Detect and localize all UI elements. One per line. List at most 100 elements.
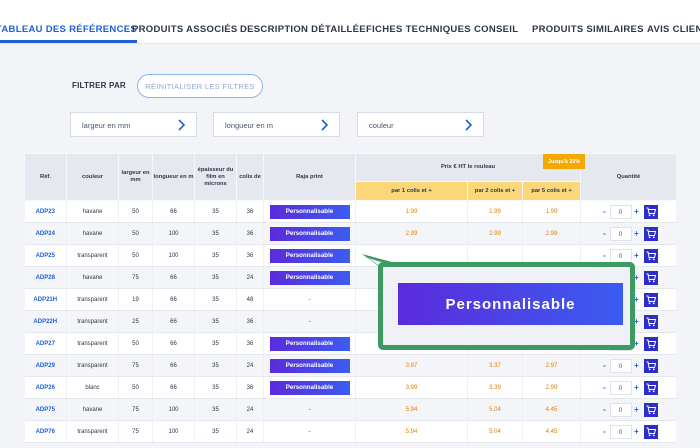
plus-icon[interactable]: +: [634, 207, 639, 216]
tab-avis-clients[interactable]: AVIS CLIENTS: [647, 24, 700, 35]
minus-icon[interactable]: -: [603, 229, 606, 238]
couleur-cell: transparent: [66, 244, 119, 267]
header-raja-print: Raja print: [263, 153, 356, 201]
price-1-cell: 3.97: [355, 354, 468, 377]
header-longueur: longueur en m: [152, 153, 195, 201]
largeur-cell: 75: [118, 420, 153, 443]
filter-largeur-select[interactable]: largeur en mm: [70, 112, 197, 137]
longueur-cell: 100: [152, 398, 195, 421]
largeur-cell: 50: [118, 376, 153, 399]
ref-link[interactable]: ADP76: [24, 420, 67, 443]
cart-icon[interactable]: [643, 402, 658, 417]
plus-icon[interactable]: +: [634, 383, 639, 392]
ref-link[interactable]: ADP23: [24, 200, 67, 223]
minus-icon[interactable]: -: [603, 361, 606, 370]
plus-icon[interactable]: +: [634, 427, 639, 436]
tab-produits-similaires[interactable]: PRODUITS SIMILAIRES: [532, 24, 644, 35]
cart-icon[interactable]: [643, 226, 658, 241]
print-value: -: [308, 428, 311, 435]
quantity-input[interactable]: 0: [609, 402, 632, 417]
quantity-cell: - 0 +: [580, 398, 676, 421]
quantity-input[interactable]: 0: [609, 204, 632, 219]
minus-icon[interactable]: -: [603, 207, 606, 216]
filter-couleur-label: couleur: [369, 121, 394, 130]
table-row: ADP24 havane 50 100 35 36 Personnalisabl…: [24, 222, 676, 245]
minus-icon[interactable]: -: [603, 405, 606, 414]
plus-icon[interactable]: +: [634, 339, 639, 348]
epaisseur-cell: 35: [194, 288, 237, 311]
price-5-cell: [522, 244, 581, 267]
personnalisable-zoom-badge: Personnalisable: [398, 283, 623, 325]
tab-tableau-des-references[interactable]: TABLEAU DES RÉFÉRENCES: [0, 24, 138, 43]
header-par-2-colis: par 2 colis et +: [467, 181, 523, 201]
plus-icon[interactable]: +: [634, 273, 639, 282]
quantity-input[interactable]: 0: [609, 358, 632, 373]
cart-icon[interactable]: [643, 424, 658, 439]
ref-link[interactable]: ADP24: [24, 222, 67, 245]
reset-filters-button[interactable]: RÉINITIALISER LES FILTRES: [137, 74, 263, 98]
quantity-stepper: - 0 +: [600, 204, 658, 219]
raja-print-cell: Personnalisable: [263, 266, 356, 289]
cart-icon[interactable]: [643, 270, 658, 285]
quantity-stepper: - 0 +: [600, 358, 658, 373]
price-2-cell: 3.37: [467, 354, 523, 377]
tab-description-detaillee[interactable]: DESCRIPTION DÉTAILLÉE: [240, 24, 366, 35]
cart-icon[interactable]: [643, 248, 658, 263]
cart-icon[interactable]: [643, 380, 658, 395]
plus-icon[interactable]: +: [634, 295, 639, 304]
ref-link[interactable]: ADP26: [24, 376, 67, 399]
minus-icon[interactable]: -: [603, 251, 606, 260]
ref-link[interactable]: ADP22H: [24, 310, 67, 333]
cart-icon[interactable]: [643, 204, 658, 219]
plus-icon[interactable]: +: [634, 405, 639, 414]
ref-link[interactable]: ADP75: [24, 398, 67, 421]
header-par-1-colis: par 1 colis et +: [355, 181, 468, 201]
colis-cell: 36: [236, 200, 264, 223]
quantity-stepper: - 0 +: [600, 226, 658, 241]
promo-badge: Jusqu'à 20%: [543, 154, 585, 169]
ref-link[interactable]: ADP28: [24, 266, 67, 289]
tab-conseil[interactable]: CONSEIL: [474, 24, 519, 35]
quantity-input[interactable]: 0: [609, 248, 632, 263]
minus-icon[interactable]: -: [603, 427, 606, 436]
couleur-cell: transparent: [66, 332, 119, 355]
minus-icon[interactable]: -: [603, 383, 606, 392]
filter-couleur-select[interactable]: couleur: [357, 112, 484, 137]
ref-link[interactable]: ADP27: [24, 332, 67, 355]
cart-icon[interactable]: [643, 358, 658, 373]
chevron-right-icon: [321, 119, 329, 131]
epaisseur-cell: 35: [194, 354, 237, 377]
quantity-input[interactable]: 0: [609, 424, 632, 439]
plus-icon[interactable]: +: [634, 251, 639, 260]
print-value: -: [308, 318, 311, 325]
plus-icon[interactable]: +: [634, 229, 639, 238]
colis-cell: 48: [236, 288, 264, 311]
tab-fiches-techniques[interactable]: FICHES TECHNIQUES: [366, 24, 471, 35]
colis-cell: 36: [236, 244, 264, 267]
ref-link[interactable]: ADP21H: [24, 288, 67, 311]
raja-print-cell: Personnalisable: [263, 222, 356, 245]
largeur-cell: 75: [118, 354, 153, 377]
ref-link[interactable]: ADP29: [24, 354, 67, 377]
epaisseur-cell: 35: [194, 244, 237, 267]
plus-icon[interactable]: +: [634, 361, 639, 370]
tab-produits-associes[interactable]: PRODUITS ASSOCIÉS: [132, 24, 238, 35]
longueur-cell: 100: [152, 222, 195, 245]
longueur-cell: 66: [152, 310, 195, 333]
print-value: Personnalisable: [269, 226, 350, 241]
filter-longueur-select[interactable]: longueur en m: [213, 112, 340, 137]
longueur-cell: 66: [152, 288, 195, 311]
header-largeur: largeur en mm: [118, 153, 153, 201]
table-row: ADP26 blanc 50 66 35 36 Personnalisable …: [24, 376, 676, 399]
cart-icon[interactable]: [643, 314, 658, 329]
plus-icon[interactable]: +: [634, 317, 639, 326]
ref-link[interactable]: ADP25: [24, 244, 67, 267]
print-value: Personnalisable: [269, 380, 350, 395]
filter-title: FILTRER PAR: [72, 81, 126, 90]
quantity-input[interactable]: 0: [609, 226, 632, 241]
quantity-input[interactable]: 0: [609, 380, 632, 395]
cart-icon[interactable]: [643, 336, 658, 351]
longueur-cell: 66: [152, 266, 195, 289]
table-row: ADP75 havane 75 100 35 24 - 5.94 5.04 4.…: [24, 398, 676, 421]
cart-icon[interactable]: [643, 292, 658, 307]
